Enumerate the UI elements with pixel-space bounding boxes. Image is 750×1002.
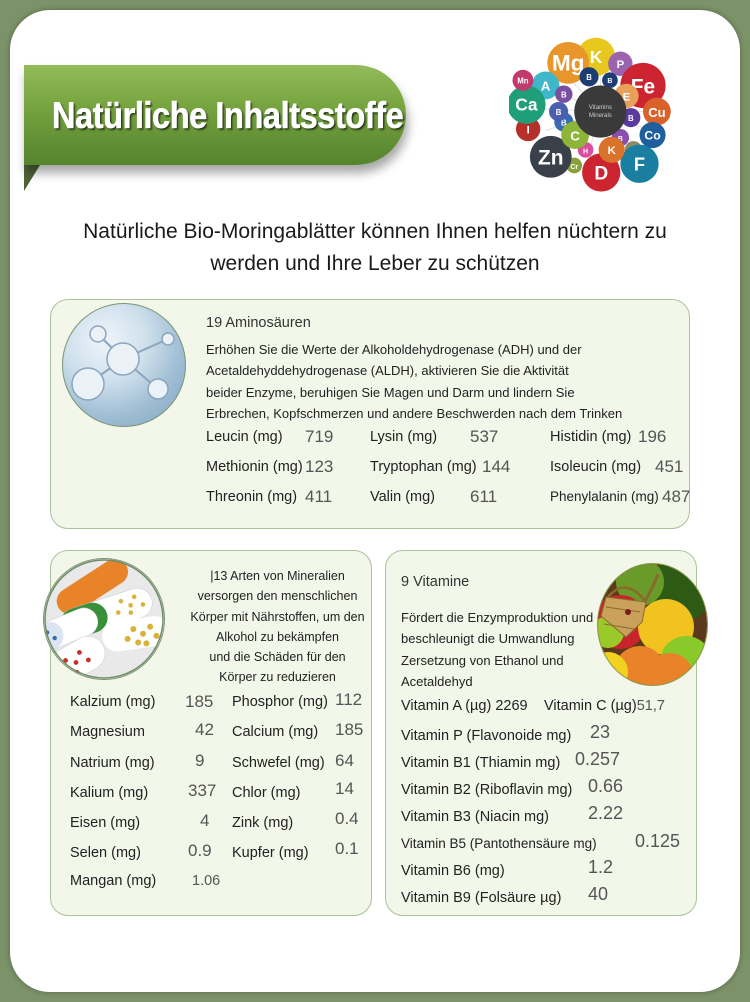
svg-text:Mn: Mn xyxy=(517,77,529,86)
svg-text:I: I xyxy=(527,124,530,136)
svg-text:K: K xyxy=(608,145,617,157)
svg-text:P: P xyxy=(617,59,625,71)
svg-text:Co: Co xyxy=(644,128,660,142)
svg-text:B: B xyxy=(607,78,612,85)
svg-text:H: H xyxy=(583,148,588,155)
svg-text:Cr: Cr xyxy=(570,164,578,171)
svg-text:Vitamins: Vitamins xyxy=(589,104,612,111)
svg-text:B: B xyxy=(586,73,592,82)
svg-text:Mg: Mg xyxy=(552,51,585,76)
svg-text:A: A xyxy=(541,79,551,94)
svg-text:Minerals: Minerals xyxy=(589,112,612,119)
svg-text:B: B xyxy=(556,108,562,117)
svg-text:K: K xyxy=(590,47,603,67)
svg-text:C: C xyxy=(570,128,580,143)
svg-text:D: D xyxy=(594,163,608,184)
svg-text:B: B xyxy=(561,91,567,100)
svg-text:Ca: Ca xyxy=(515,95,538,115)
svg-text:Zn: Zn xyxy=(538,147,564,170)
svg-text:F: F xyxy=(634,154,645,175)
svg-text:Cu: Cu xyxy=(648,105,665,120)
svg-text:B: B xyxy=(628,114,634,123)
